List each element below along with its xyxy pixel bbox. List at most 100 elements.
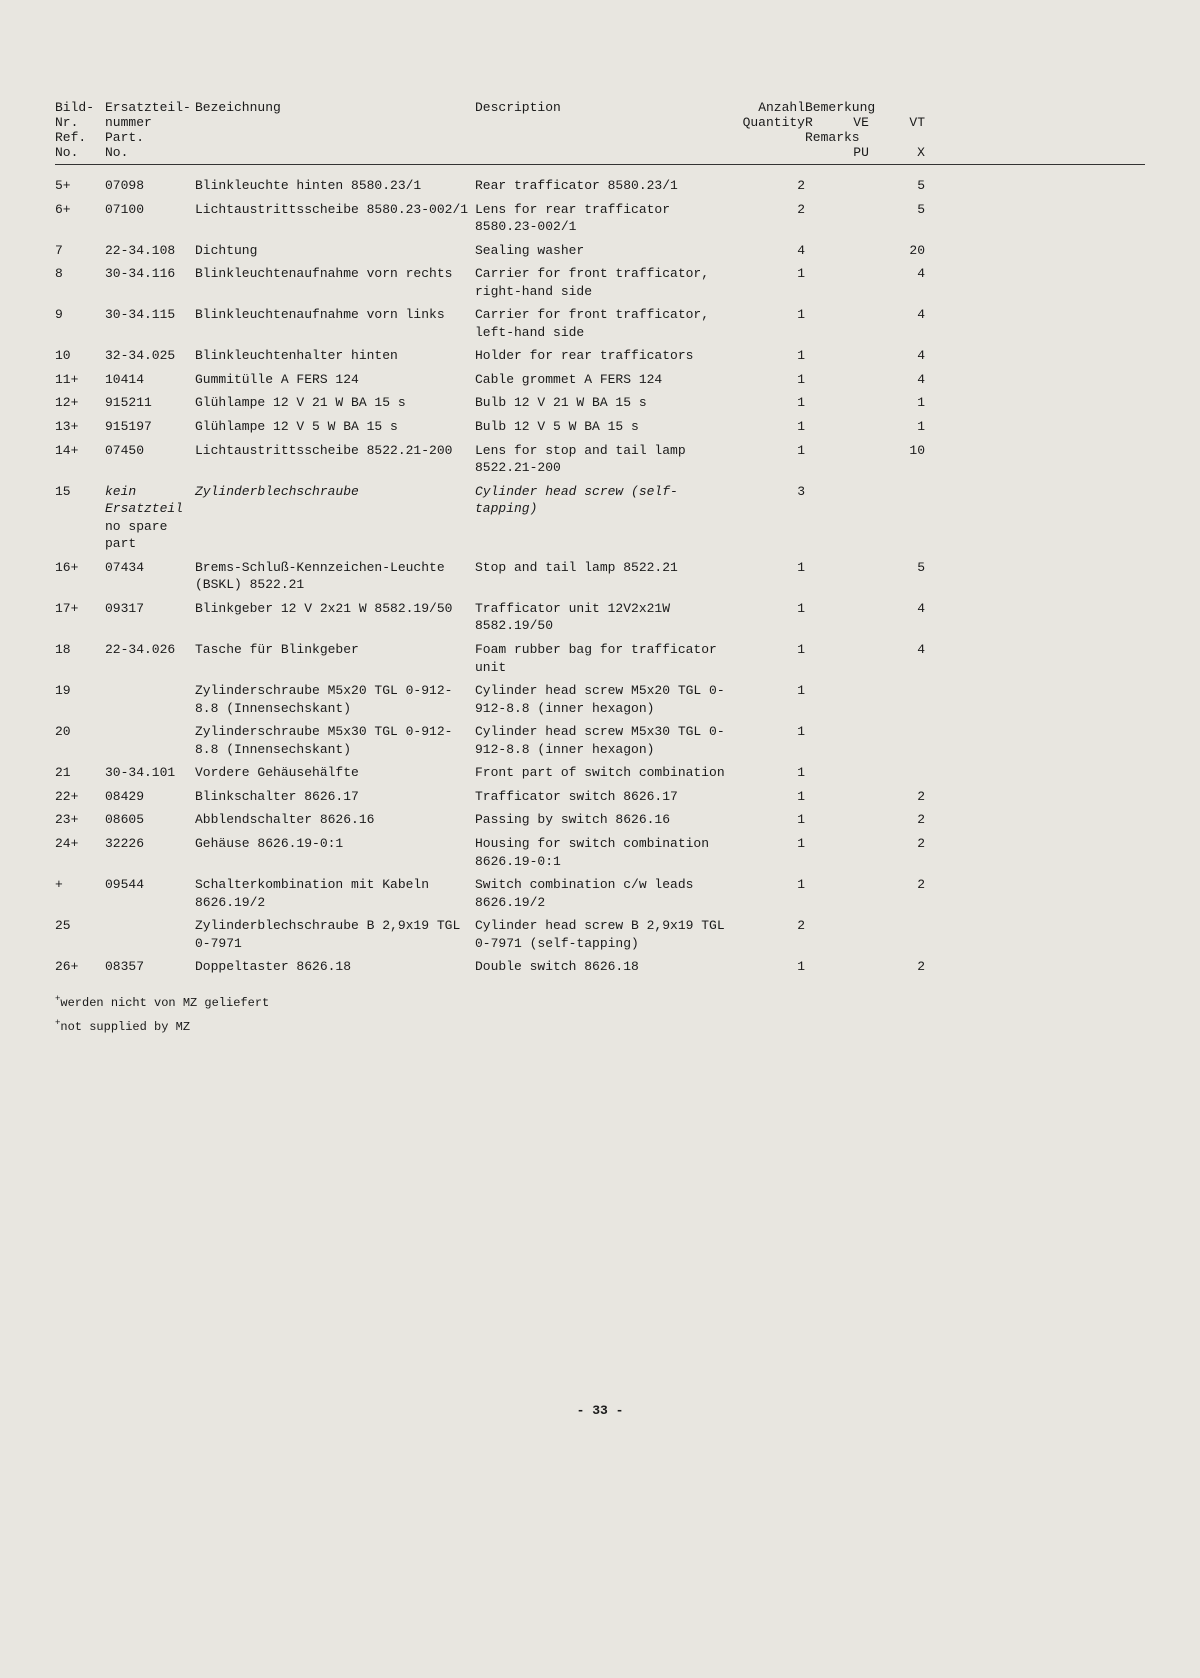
table-row: 22+08429Blinkschalter 8626.17Trafficator… [55,788,1145,806]
cell-description: Cable grommet A FERS 124 [475,371,725,389]
cell-vt: 1 [875,394,925,412]
table-row: 19Zylinderschraube M5x20 TGL 0-912-8.8 (… [55,682,1145,717]
cell-description: Carrier for front trafficator, right-han… [475,265,725,300]
table-row: +09544Schalterkombination mit Kabeln 862… [55,876,1145,911]
cell-ve [835,201,875,219]
cell-description: Cylinder head screw M5x20 TGL 0-912-8.8 … [475,682,725,717]
cell-part: 30-34.101 [105,764,195,782]
cell-description: Front part of switch combination [475,764,725,782]
cell-description: Cylinder head screw B 2,9x19 TGL 0-7971 … [475,917,725,952]
header-part-en: Part. [105,130,195,145]
cell-vt: 4 [875,600,925,618]
cell-ref: 18 [55,641,105,659]
cell-r [805,265,835,283]
cell-ve [835,788,875,806]
cell-remarks: 5 [805,201,925,219]
cell-quantity: 1 [725,418,805,436]
table-row: 1032-34.025Blinkleuchtenhalter hintenHol… [55,347,1145,365]
cell-quantity: 1 [725,682,805,700]
cell-r [805,958,835,976]
table-row: 24+32226Gehäuse 8626.19-0:1Housing for s… [55,835,1145,870]
page-number: - 33 - [0,1403,1200,1418]
cell-part: kein Ersatzteilno spare part [105,483,195,553]
cell-remarks: 4 [805,600,925,618]
header-part-nummer: nummer [105,115,195,130]
table-row: 25Zylinderblechschraube B 2,9x19 TGL 0-7… [55,917,1145,952]
cell-part: 07100 [105,201,195,219]
cell-r [805,418,835,436]
cell-bezeichnung: Dichtung [195,242,475,260]
cell-description: Foam rubber bag for trafficator unit [475,641,725,676]
cell-part: 10414 [105,371,195,389]
cell-part: 08605 [105,811,195,829]
cell-r [805,811,835,829]
table-row: 15kein Ersatzteilno spare partZylinderbl… [55,483,1145,553]
cell-remarks: 2 [805,788,925,806]
cell-bezeichnung: Blinkgeber 12 V 2x21 W 8582.19/50 [195,600,475,618]
cell-ref: 16+ [55,559,105,577]
cell-part: 08429 [105,788,195,806]
cell-ve [835,394,875,412]
cell-bezeichnung: Vordere Gehäusehälfte [195,764,475,782]
table-row: 5+07098Blinkleuchte hinten 8580.23/1Rear… [55,177,1145,195]
cell-ref: 5+ [55,177,105,195]
cell-description: Cylinder head screw (self-tapping) [475,483,725,518]
cell-bezeichnung: Glühlampe 12 V 21 W BA 15 s [195,394,475,412]
cell-r [805,442,835,460]
cell-quantity: 2 [725,201,805,219]
cell-ve [835,559,875,577]
cell-part: 22-34.026 [105,641,195,659]
header-bez: Bezeichnung [195,100,475,115]
cell-vt: 2 [875,811,925,829]
cell-ref: 9 [55,306,105,324]
table-row: 1822-34.026Tasche für BlinkgeberFoam rub… [55,641,1145,676]
header-part-de: Ersatzteil- [105,100,195,115]
cell-quantity: 1 [725,835,805,853]
cell-ref: 22+ [55,788,105,806]
table-row: 13+915197Glühlampe 12 V 5 W BA 15 sBulb … [55,418,1145,436]
cell-description: Cylinder head screw M5x30 TGL 0-912-8.8 … [475,723,725,758]
cell-vt: 5 [875,559,925,577]
table-row: 16+07434Brems-Schluß-Kennzeichen-Leuchte… [55,559,1145,594]
header-desc: Description [475,100,725,115]
cell-part: 30-34.115 [105,306,195,324]
header-rem: Bemerkung R VE VT Remarks PU X [805,100,925,160]
cell-ve [835,347,875,365]
table-row: 2130-34.101Vordere GehäusehälfteFront pa… [55,764,1145,782]
table-body: 5+07098Blinkleuchte hinten 8580.23/1Rear… [55,177,1145,976]
cell-r [805,559,835,577]
header-desc-label: Description [475,100,725,115]
cell-vt: 2 [875,788,925,806]
cell-ve [835,371,875,389]
cell-remarks: 2 [805,958,925,976]
cell-r [805,371,835,389]
cell-description: Switch combination c/w leads 8626.19/2 [475,876,725,911]
cell-ref: 26+ [55,958,105,976]
cell-quantity: 1 [725,265,805,283]
cell-r [805,876,835,894]
cell-remarks: 4 [805,265,925,283]
cell-description: Stop and tail lamp 8522.21 [475,559,725,577]
cell-ref: 17+ [55,600,105,618]
table-row: 722-34.108DichtungSealing washer420 [55,242,1145,260]
cell-bezeichnung: Blinkleuchtenaufnahme vorn rechts [195,265,475,283]
cell-ref: 20 [55,723,105,741]
header-bild-en: Ref. [55,130,105,145]
cell-quantity: 1 [725,723,805,741]
cell-bezeichnung: Blinkleuchte hinten 8580.23/1 [195,177,475,195]
cell-description: Sealing washer [475,242,725,260]
header-part: Ersatzteil- nummer Part. No. [105,100,195,160]
header-bild: Bild- Nr. Ref. No. [55,100,105,160]
cell-part: 22-34.108 [105,242,195,260]
table-row: 17+09317Blinkgeber 12 V 2x21 W 8582.19/5… [55,600,1145,635]
footnotes: +werden nicht von MZ geliefert +not supp… [55,994,1145,1034]
cell-bezeichnung: Blinkleuchtenhalter hinten [195,347,475,365]
cell-description: Passing by switch 8626.16 [475,811,725,829]
cell-quantity: 1 [725,559,805,577]
cell-remarks: 1 [805,418,925,436]
cell-remarks: 4 [805,306,925,324]
cell-description: Bulb 12 V 5 W BA 15 s [475,418,725,436]
cell-description: Trafficator switch 8626.17 [475,788,725,806]
cell-ref: 12+ [55,394,105,412]
cell-ve [835,600,875,618]
